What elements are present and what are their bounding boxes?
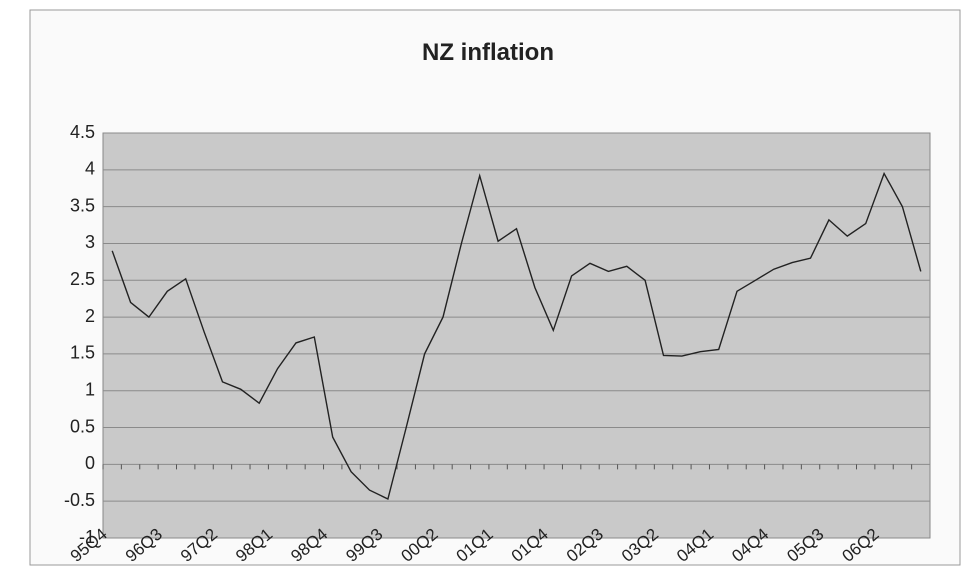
y-tick-label: 2.5 bbox=[70, 269, 95, 289]
y-tick-label: 3 bbox=[85, 232, 95, 252]
y-tick-label: 4.5 bbox=[70, 122, 95, 142]
y-tick-label: 2 bbox=[85, 306, 95, 326]
y-tick-label: 4 bbox=[85, 159, 95, 179]
y-tick-label: 3.5 bbox=[70, 195, 95, 215]
y-tick-label: -1 bbox=[79, 527, 95, 547]
chart-title: NZ inflation bbox=[422, 39, 554, 66]
y-tick-label: 0.5 bbox=[70, 416, 95, 436]
data-line bbox=[111, 171, 922, 501]
y-tick-label: 1.5 bbox=[70, 343, 95, 363]
y-tick-label: 0 bbox=[85, 453, 95, 473]
y-tick-label: 1 bbox=[85, 379, 95, 399]
y-tick-label: -0.5 bbox=[64, 490, 95, 510]
plot-area bbox=[102, 132, 931, 539]
